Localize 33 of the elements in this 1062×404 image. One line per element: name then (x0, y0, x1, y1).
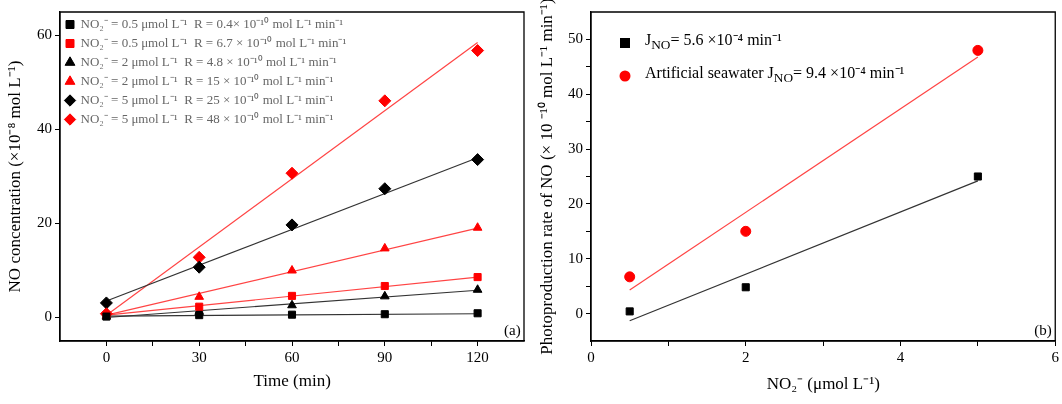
y-tick-label: 0 (44, 308, 52, 325)
x-tick-label: 2 (742, 348, 750, 365)
legend-label: NO₂⁻ = 2 μmol L⁻¹ R = 4.8 × 10⁻¹⁰ mol L⁻¹ min⁻¹ (80, 53, 337, 69)
legend-label: Artificial seawater J$_{NO}$= 9.4 ×10⁻⁴ min⁻¹ (645, 63, 905, 88)
legend-label: NO₂⁻ = 5 μmol L⁻¹ R = 25 × 10⁻¹⁰ mol L⁻¹ min⁻¹ (80, 91, 334, 107)
y-tick-label: 30 (568, 140, 583, 157)
y-tick-label: 40 (568, 85, 583, 102)
y-tick-label: 10 (568, 249, 583, 266)
x-tick-label: 60 (284, 348, 300, 365)
x-axis-title: NO₂⁻ (μmol L⁻¹) (766, 373, 880, 394)
legend-label: NO₂⁻ = 2 μmol L⁻¹ R = 15 × 10⁻¹⁰ mol L⁻¹ min⁻¹ (80, 72, 334, 88)
y-tick-label: 50 (568, 30, 583, 47)
x-tick-label: 30 (191, 348, 207, 365)
y-axis-title: NO concentration (×10⁻⁸ mol L⁻¹) (4, 60, 26, 293)
legend-label: NO₂⁻ = 5 μmol L⁻¹ R = 48 × 10⁻¹⁰ mol L⁻¹ min⁻¹ (80, 110, 334, 126)
x-tick-label: 90 (377, 348, 393, 365)
x-tick-label: 6 (1051, 348, 1060, 365)
y-tick-label: 40 (37, 120, 52, 137)
annotation: (b) (1034, 322, 1052, 339)
x-tick-label: 0 (587, 348, 595, 365)
x-axis-title: Time (min) (253, 371, 331, 391)
y-tick-label: 60 (37, 26, 52, 43)
annotation: (a) (504, 322, 521, 339)
x-tick-label: 120 (466, 348, 489, 365)
y-tick-label: 0 (575, 304, 583, 321)
y-tick-label: 20 (37, 214, 52, 231)
y-axis-title: Photoproduction rate of NO (× 10 ⁻¹⁰ mol L⁻¹ min⁻¹) (535, 0, 557, 355)
legend-label: NO₂⁻ = 0.5 μmol L⁻¹ R = 6.7 × 10⁻¹⁰ mol L⁻¹ min⁻¹ (80, 34, 347, 50)
legend-label: J$_{NO}$= 5.6 ×10⁻⁴ min⁻¹ (645, 30, 782, 55)
x-tick-label: 0 (102, 348, 111, 365)
x-tick-label: 4 (896, 348, 905, 365)
y-tick-label: 20 (568, 194, 583, 211)
legend-label: NO₂⁻ = 0.5 μmol L⁻¹ R = 0.4× 10⁻¹⁰ mol L⁻¹ min⁻¹ (80, 15, 344, 31)
